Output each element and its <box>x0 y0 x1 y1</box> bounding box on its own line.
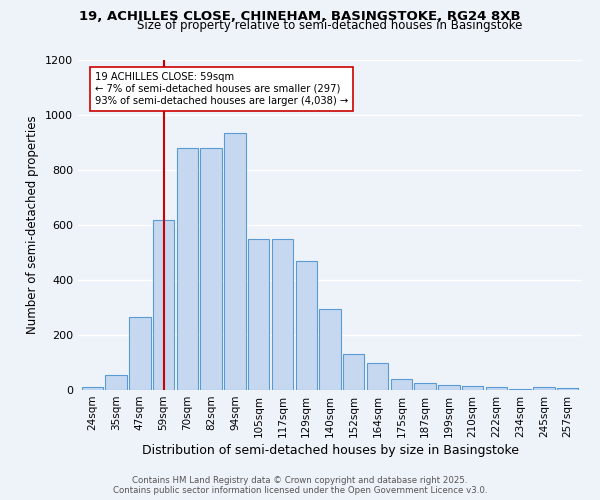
Bar <box>200 148 222 390</box>
Bar <box>224 133 245 390</box>
Bar <box>248 239 269 390</box>
Text: 19 ACHILLES CLOSE: 59sqm
← 7% of semi-detached houses are smaller (297)
93% of s: 19 ACHILLES CLOSE: 59sqm ← 7% of semi-de… <box>95 72 348 106</box>
Bar <box>343 354 364 390</box>
Bar <box>391 379 412 390</box>
Bar <box>153 220 174 390</box>
Bar <box>176 148 198 390</box>
Text: 19, ACHILLES CLOSE, CHINEHAM, BASINGSTOKE, RG24 8XB: 19, ACHILLES CLOSE, CHINEHAM, BASINGSTOK… <box>79 10 521 23</box>
Bar <box>272 239 293 390</box>
Bar <box>533 387 554 390</box>
X-axis label: Distribution of semi-detached houses by size in Basingstoke: Distribution of semi-detached houses by … <box>142 444 518 457</box>
Text: Contains HM Land Registry data © Crown copyright and database right 2025.
Contai: Contains HM Land Registry data © Crown c… <box>113 476 487 495</box>
Bar <box>438 384 460 390</box>
Bar <box>415 383 436 390</box>
Bar <box>367 362 388 390</box>
Bar <box>82 387 103 390</box>
Bar <box>486 387 507 390</box>
Bar <box>462 386 484 390</box>
Title: Size of property relative to semi-detached houses in Basingstoke: Size of property relative to semi-detach… <box>137 20 523 32</box>
Bar <box>106 375 127 390</box>
Bar <box>129 317 151 390</box>
Bar <box>557 388 578 390</box>
Y-axis label: Number of semi-detached properties: Number of semi-detached properties <box>26 116 40 334</box>
Bar <box>319 309 341 390</box>
Bar <box>296 261 317 390</box>
Bar <box>509 388 531 390</box>
